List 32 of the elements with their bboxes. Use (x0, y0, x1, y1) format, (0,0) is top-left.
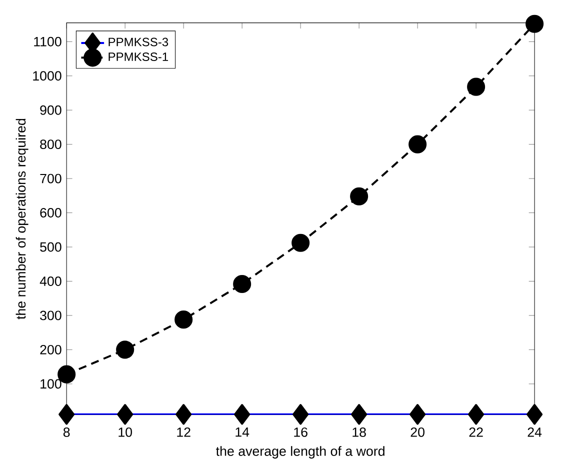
y-tick-label: 300 (40, 310, 62, 320)
y-tick-label: 500 (40, 242, 62, 252)
x-axis-title: the average length of a word (216, 446, 384, 459)
point (350, 187, 368, 206)
y-tick-label: 600 (40, 208, 62, 218)
x-tick-label: 16 (294, 428, 308, 437)
point (174, 310, 193, 329)
x-tick-label: 10 (118, 428, 132, 437)
y-tick-label: 1000 (33, 71, 62, 81)
y-tick-label: 1100 (34, 36, 62, 46)
x-tick-label: 22 (469, 428, 483, 437)
x-tick-label: 12 (177, 428, 190, 437)
point (233, 275, 252, 294)
point (116, 340, 134, 359)
y-tick-label: 200 (40, 345, 62, 354)
x-tick-label: 20 (410, 428, 424, 437)
x-tick-label: 14 (236, 428, 250, 437)
y-tick-label: 900 (40, 105, 62, 115)
x-tick-label: 8 (63, 428, 70, 437)
y-tick-label: 100 (40, 379, 62, 389)
legend-label: PPMKSS-3 (108, 38, 168, 46)
y-tick-label: 700 (40, 174, 62, 184)
y-tick-label: 400 (40, 276, 62, 286)
point (467, 78, 486, 96)
y-axis-title: the number of operations required (16, 119, 28, 320)
point (526, 14, 544, 33)
x-tick-label: 24 (528, 428, 542, 437)
point (408, 135, 427, 154)
legend-label: PPMKSS-1 (108, 52, 168, 62)
point (292, 234, 310, 252)
x-tick-label: 18 (352, 428, 366, 437)
y-tick-label: 800 (40, 140, 62, 150)
